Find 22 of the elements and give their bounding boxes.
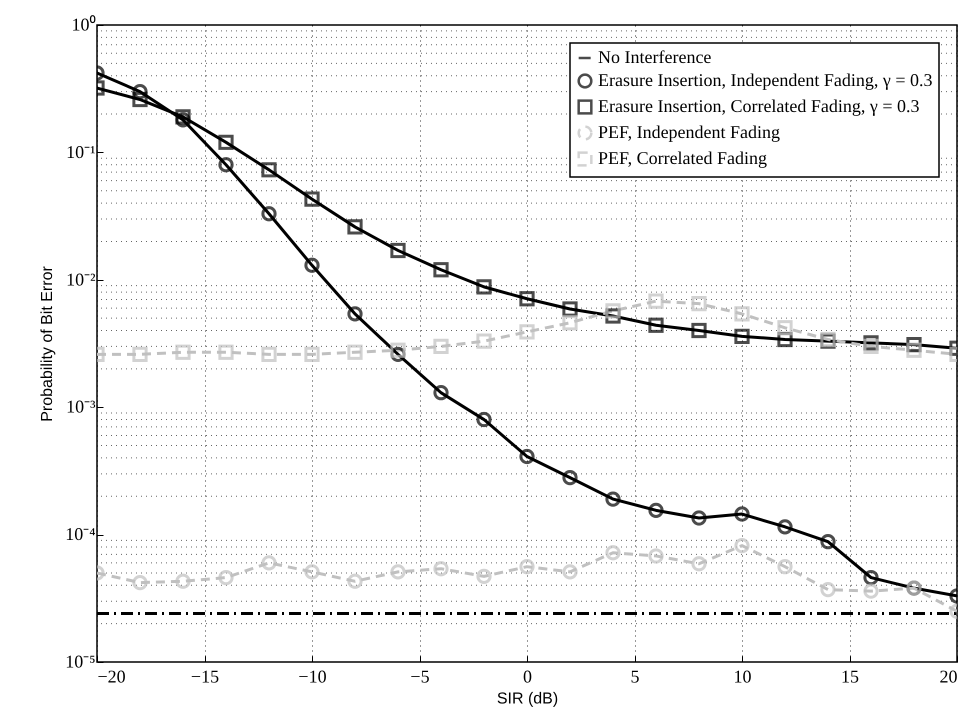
x-tick-label: −5 — [410, 666, 430, 686]
y-tick-label: 10⁻¹ — [66, 142, 96, 162]
x-tick-label: −10 — [298, 666, 327, 686]
x-tick-label: −20 — [98, 666, 126, 686]
y-tick-label: 10⁻² — [66, 269, 96, 290]
y-tick-label: 10⁻³ — [66, 396, 96, 417]
legend-label: No Interference — [598, 47, 712, 67]
x-tick-label: 15 — [841, 666, 859, 686]
legend-label: PEF, Correlated Fading — [598, 148, 768, 168]
legend-label: PEF, Independent Fading — [598, 122, 780, 142]
y-tick-label: 10⁻⁴ — [65, 524, 96, 544]
y-tick-label: 10⁰ — [72, 14, 96, 34]
y-tick-label: 10⁻⁵ — [65, 652, 96, 672]
y-axis-title: Probability of Bit Error — [39, 266, 56, 422]
legend-label: Erasure Insertion, Independent Fading, γ = 0.3 — [598, 70, 933, 90]
x-axis-title: SIR (dB) — [496, 690, 558, 708]
legend-label: Erasure Insertion, Correlated Fading, γ = 0.3 — [598, 96, 920, 116]
x-tick-label: 20 — [940, 666, 958, 686]
x-tick-label: 5 — [630, 666, 640, 686]
x-tick-label: 0 — [523, 666, 532, 686]
x-tick-label: 10 — [734, 666, 752, 686]
x-tick-label: −15 — [190, 666, 220, 686]
